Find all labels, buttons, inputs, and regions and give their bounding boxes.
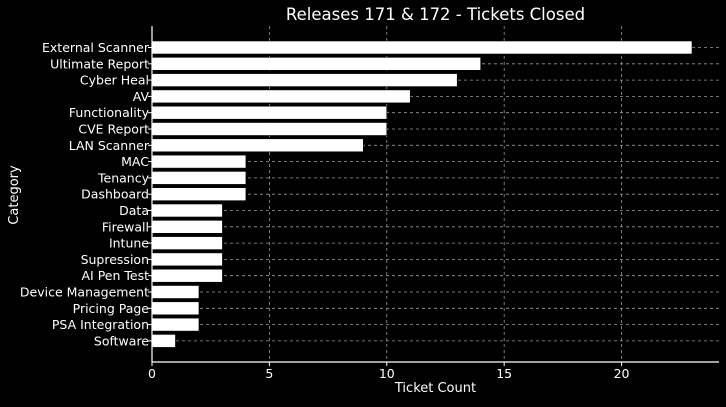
y-tick-label: LAN Scanner — [69, 138, 150, 153]
bar-psa-integration — [151, 317, 200, 332]
bar-ultimate-report — [151, 56, 481, 71]
bar-av — [151, 89, 411, 104]
bar-software — [151, 334, 176, 348]
y-tick-label: Dashboard — [81, 187, 149, 202]
y-tick-label: PSA Integration — [52, 317, 149, 332]
bar-functionality — [151, 105, 388, 120]
y-tick-label: AV — [133, 89, 150, 104]
bar-ai-pen-test — [151, 268, 223, 283]
bar-device-management — [151, 285, 200, 299]
bar-mac — [151, 154, 247, 169]
bar-lan-scanner — [151, 138, 364, 153]
bar-supression — [151, 252, 223, 267]
x-tick-label: 10 — [379, 366, 395, 381]
y-tick-label: Ultimate Report — [50, 56, 149, 71]
y-tick-label: Software — [94, 333, 149, 348]
y-tick-label: Data — [119, 203, 149, 218]
bar-cve-report — [151, 122, 388, 136]
x-tick-label: 5 — [265, 366, 273, 381]
chart-title: Releases 171 & 172 - Tickets Closed — [286, 5, 585, 24]
x-axis-label: Ticket Count — [394, 381, 476, 396]
x-tick-label: 0 — [148, 366, 156, 381]
y-tick-label: External Scanner — [42, 40, 150, 55]
y-tick-label: AI Pen Test — [81, 268, 149, 283]
axes — [148, 26, 719, 366]
bars — [151, 40, 693, 348]
bar-cyber-heal — [151, 73, 458, 87]
bar-firewall — [151, 220, 223, 234]
y-tick-label: Cyber Heal — [80, 73, 149, 88]
bar-external-scanner — [151, 40, 693, 55]
x-tick-labels: 0 5 10 15 20 — [148, 366, 630, 381]
y-axis-label: Category — [7, 165, 22, 225]
y-tick-label: CVE Report — [78, 122, 149, 137]
y-tick-label: Tenancy — [97, 170, 150, 185]
x-tick-label: 20 — [614, 366, 630, 381]
bar-data — [151, 203, 223, 218]
y-tick-label: Supression — [81, 252, 149, 267]
bar-intune — [151, 236, 223, 250]
y-tick-label: Firewall — [102, 219, 149, 234]
y-tick-label: Functionality — [69, 105, 150, 120]
bar-dashboard — [151, 187, 247, 201]
y-tick-label: Intune — [109, 236, 149, 251]
y-tick-label: Device Management — [20, 285, 149, 300]
y-tick-label: MAC — [121, 154, 149, 169]
x-tick-label: 15 — [496, 366, 512, 381]
bar-pricing-page — [151, 301, 200, 316]
y-tick-label: Pricing Page — [73, 301, 150, 316]
bar-tenancy — [151, 171, 247, 185]
